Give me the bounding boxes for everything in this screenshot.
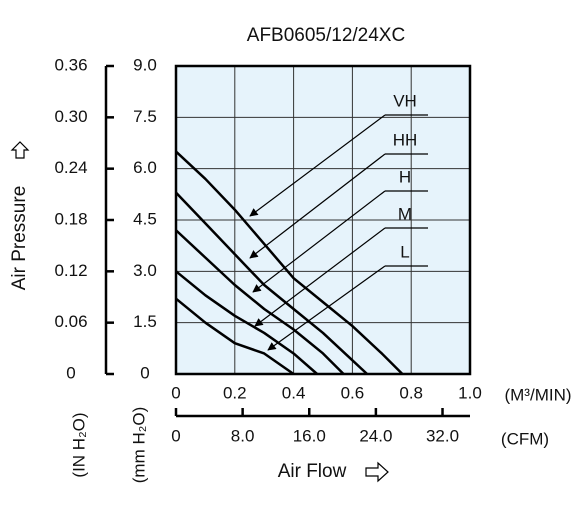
- curve-label: M: [398, 204, 412, 223]
- y-axis-label: Air Pressure: [9, 186, 30, 291]
- x2-tick-label: 16.0: [293, 426, 326, 445]
- curve-label: VH: [393, 91, 417, 110]
- label-pointer: [249, 114, 386, 217]
- y2-tick-label: 0.36: [54, 55, 87, 74]
- x-tick-label: 1.0: [458, 383, 482, 402]
- label-pointer: [252, 190, 386, 293]
- x2-tick-label: 32.0: [426, 426, 459, 445]
- y-tick-label: 0: [140, 363, 149, 382]
- x-tick-label: 0.6: [341, 383, 365, 402]
- y-tick-label: 7.5: [133, 107, 157, 126]
- y-tick-label: 6.0: [133, 158, 157, 177]
- plot-frame: [174, 64, 472, 376]
- label-pointer: [254, 227, 386, 327]
- y2-unit: (IN H₂O): [69, 412, 88, 477]
- curve-label: H: [399, 167, 411, 186]
- y2-tick-label: 0: [66, 363, 75, 382]
- curve: [175, 270, 318, 375]
- y-tick-label: 9.0: [133, 55, 157, 74]
- x-tick-label: 0.4: [282, 383, 306, 402]
- x-tick-label: 0: [171, 383, 180, 402]
- y-tick-label: 1.5: [133, 312, 157, 331]
- label-pointer: [267, 265, 386, 351]
- curve: [175, 191, 368, 375]
- y2-tick-label: 0.30: [54, 107, 87, 126]
- label-pointer: [249, 153, 386, 259]
- right-arrow-icon: [365, 461, 389, 483]
- y-tick-label: 3.0: [133, 261, 157, 280]
- x2-tick-label: 8.0: [231, 426, 255, 445]
- curve-label: L: [400, 242, 409, 261]
- x-unit: (M³/MIN): [504, 385, 571, 404]
- chart-title: AFB0605/12/24XC: [247, 25, 405, 46]
- y-tick-label: 4.5: [133, 209, 157, 228]
- x-axis-label: Air Flow: [278, 461, 347, 482]
- up-arrow-icon: [10, 141, 30, 159]
- y-unit: (mm H₂O): [129, 407, 148, 483]
- y2-tick-label: 0.12: [54, 261, 87, 280]
- y2-tick-label: 0.18: [54, 209, 87, 228]
- y2-tick-label: 0.06: [54, 312, 87, 331]
- curve: [175, 229, 345, 375]
- x2-tick-label: 0: [171, 426, 180, 445]
- x-tick-label: 0.2: [223, 383, 247, 402]
- x2-unit: (CFM): [501, 429, 549, 448]
- curve: [175, 150, 404, 375]
- y2-tick-label: 0.24: [54, 158, 87, 177]
- curve: [175, 297, 295, 376]
- x2-tick-label: 24.0: [359, 426, 392, 445]
- x-tick-label: 0.8: [399, 383, 423, 402]
- curve-label: HH: [393, 130, 418, 149]
